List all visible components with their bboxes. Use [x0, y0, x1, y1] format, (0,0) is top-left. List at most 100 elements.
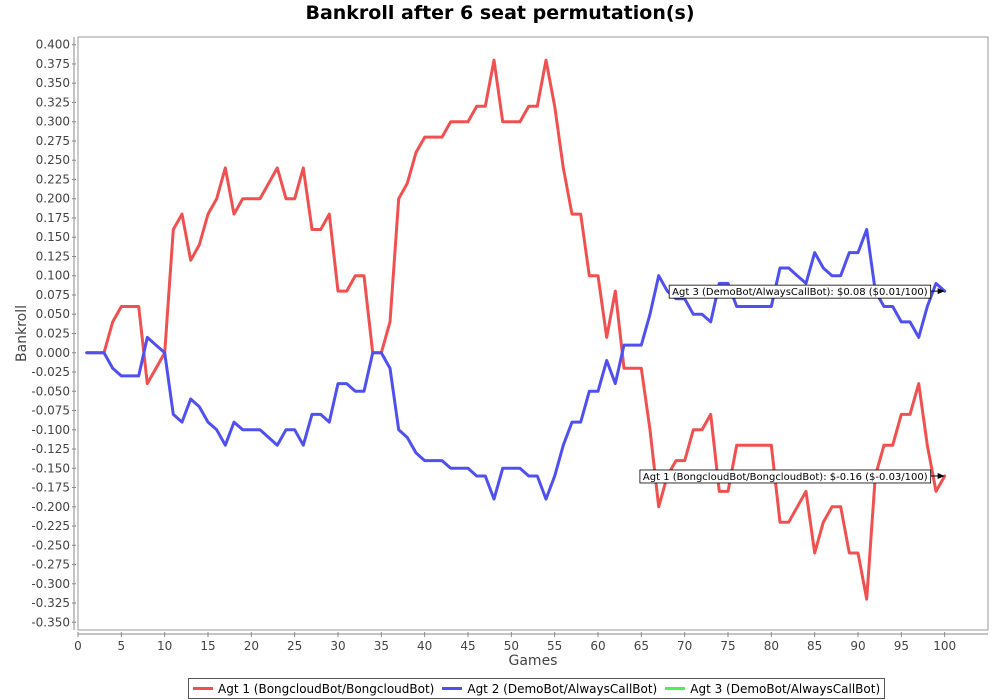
data-point: [494, 60, 495, 61]
y-tick-label: -0.225: [31, 519, 70, 533]
legend-item: Agt 2 (DemoBot/AlwaysCallBot): [442, 682, 657, 696]
data-point: [390, 368, 391, 369]
data-point: [892, 445, 893, 446]
data-point: [372, 352, 373, 353]
data-point: [754, 445, 755, 446]
data-point: [650, 429, 651, 430]
data-point: [580, 214, 581, 215]
data-point: [286, 429, 287, 430]
data-point: [606, 337, 607, 338]
data-point: [858, 552, 859, 553]
y-tick-label: 0.225: [36, 172, 70, 186]
annotation-text: Agt 1 (BongcloudBot/BongcloudBot): $-0.1…: [643, 472, 928, 483]
y-tick-label: -0.100: [31, 423, 70, 437]
data-point: [225, 445, 226, 446]
data-point: [797, 506, 798, 507]
x-tick-label: 80: [764, 639, 779, 653]
legend-item: Agt 1 (BongcloudBot/BongcloudBot): [193, 682, 434, 696]
data-point: [216, 198, 217, 199]
data-point: [502, 121, 503, 122]
y-tick-label: 0.300: [36, 115, 70, 129]
data-point: [936, 491, 937, 492]
data-point: [303, 445, 304, 446]
data-point: [485, 475, 486, 476]
x-tick-label: 90: [850, 639, 865, 653]
y-tick-label: 0.400: [36, 38, 70, 52]
data-point: [407, 183, 408, 184]
data-point: [762, 306, 763, 307]
data-point: [476, 106, 477, 107]
data-point: [121, 375, 122, 376]
data-point: [632, 345, 633, 346]
x-tick-label: 30: [330, 639, 345, 653]
data-point: [390, 321, 391, 322]
data-point: [208, 422, 209, 423]
y-tick-label: -0.050: [31, 384, 70, 398]
data-point: [901, 414, 902, 415]
y-tick-label: 0.325: [36, 95, 70, 109]
data-point: [95, 352, 96, 353]
y-tick-label: 0.350: [36, 76, 70, 90]
data-point: [892, 306, 893, 307]
data-point: [346, 291, 347, 292]
data-point: [121, 306, 122, 307]
data-point: [563, 445, 564, 446]
data-point: [598, 391, 599, 392]
data-point: [563, 167, 564, 168]
annotation-text: Agt 3 (DemoBot/AlwaysCallBot): $0.08 ($0…: [672, 287, 928, 298]
data-point: [459, 468, 460, 469]
plot-area: [77, 36, 989, 631]
data-point: [632, 368, 633, 369]
data-point: [86, 352, 87, 353]
data-point: [745, 445, 746, 446]
data-point: [676, 460, 677, 461]
data-point: [615, 291, 616, 292]
data-point: [624, 345, 625, 346]
data-point: [866, 599, 867, 600]
data-point: [147, 337, 148, 338]
data-point: [927, 306, 928, 307]
data-point: [476, 475, 477, 476]
y-tick-label: -0.150: [31, 461, 70, 475]
legend-label: Agt 3 (DemoBot/AlwaysCallBot): [690, 681, 881, 696]
data-point: [719, 283, 720, 284]
x-tick-label: 75: [720, 639, 735, 653]
data-point: [130, 306, 131, 307]
data-point: [641, 345, 642, 346]
data-point: [745, 306, 746, 307]
data-point: [615, 383, 616, 384]
x-tick-label: 50: [504, 639, 519, 653]
data-point: [268, 437, 269, 438]
data-point: [572, 214, 573, 215]
y-tick-label: -0.250: [31, 538, 70, 552]
data-point: [182, 422, 183, 423]
data-point: [511, 121, 512, 122]
data-point: [112, 368, 113, 369]
data-point: [780, 522, 781, 523]
data-point: [684, 460, 685, 461]
data-point: [398, 198, 399, 199]
arrow-head-icon: [937, 472, 945, 479]
data-point: [138, 306, 139, 307]
x-tick-label: 25: [287, 639, 302, 653]
data-point: [537, 106, 538, 107]
data-point: [832, 275, 833, 276]
data-point: [355, 275, 356, 276]
data-point: [450, 468, 451, 469]
data-point: [918, 337, 919, 338]
data-point: [450, 121, 451, 122]
data-point: [771, 306, 772, 307]
data-point: [433, 137, 434, 138]
data-point: [416, 452, 417, 453]
data-point: [173, 414, 174, 415]
data-point: [849, 552, 850, 553]
data-point: [754, 306, 755, 307]
x-axis-label: Games: [509, 653, 558, 669]
data-point: [736, 306, 737, 307]
data-point: [251, 429, 252, 430]
data-point: [156, 345, 157, 346]
data-point: [728, 283, 729, 284]
data-point: [823, 522, 824, 523]
y-tick-label: 0.375: [36, 57, 70, 71]
